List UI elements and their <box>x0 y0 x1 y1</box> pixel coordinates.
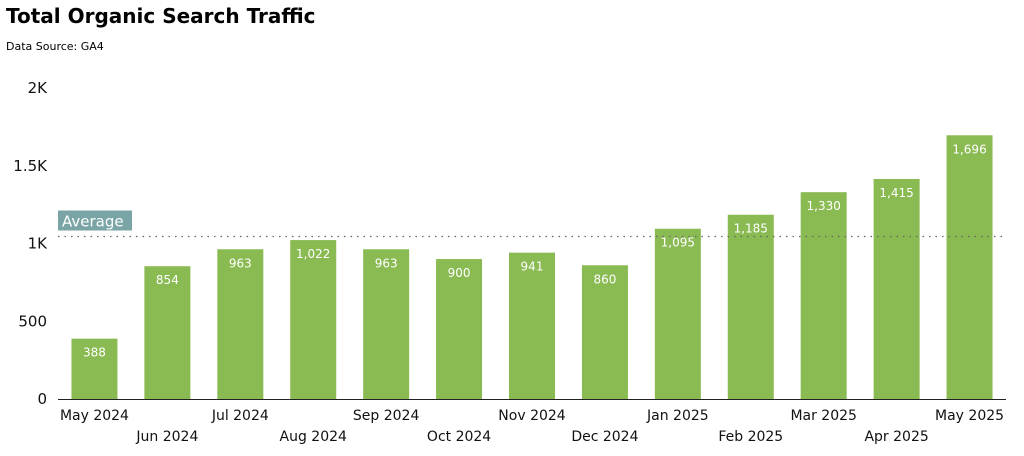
chart-title: Total Organic Search Traffic <box>6 4 316 28</box>
bar <box>363 249 410 399</box>
y-tick-label: 500 <box>18 312 47 330</box>
x-tick-label: Apr 2025 <box>864 429 928 445</box>
bar <box>727 214 774 399</box>
chart-subtitle: Data Source: GA4 <box>6 40 104 53</box>
x-tick-label: Sep 2024 <box>353 408 420 424</box>
x-tick-label: Feb 2025 <box>718 429 783 445</box>
x-tick-label: Jul 2024 <box>211 408 269 424</box>
x-tick-label: Mar 2025 <box>790 408 857 424</box>
bar <box>217 249 264 399</box>
x-tick-label: Jan 2025 <box>646 408 709 424</box>
bar-value-label: 963 <box>375 256 398 270</box>
bar-value-label: 860 <box>593 272 616 286</box>
average-label: Average <box>62 213 124 231</box>
bar-value-label: 1,330 <box>807 199 841 213</box>
bar-value-label: 1,022 <box>296 247 330 261</box>
x-tick-label: Dec 2024 <box>571 429 638 445</box>
bar <box>946 135 993 399</box>
average-group: Average <box>58 210 1006 238</box>
y-tick-label: 0 <box>37 390 47 408</box>
bar <box>144 266 191 399</box>
bar-value-label: 854 <box>156 273 179 287</box>
bar-value-label: 1,696 <box>952 142 986 156</box>
bar <box>436 259 483 399</box>
y-tick-label: 2K <box>28 79 49 97</box>
bar-value-label: 900 <box>448 266 471 280</box>
bar <box>873 178 920 399</box>
bar-value-label: 963 <box>229 256 252 270</box>
x-tick-label: Nov 2024 <box>498 408 565 424</box>
x-tick-label: May 2025 <box>935 408 1004 424</box>
bar <box>71 338 118 399</box>
bar-value-label: 1,415 <box>879 186 913 200</box>
bars: 388 854 963 1,022 963 900 941 860 1,095 1,185 1,33… <box>71 135 993 399</box>
average-badge <box>58 210 132 231</box>
x-tick-label: May 2024 <box>60 408 129 424</box>
bar-value-label: 941 <box>521 260 544 274</box>
bar-value-label: 1,095 <box>661 236 695 250</box>
y-tick-label: 1.5K <box>13 157 48 175</box>
bar-value-label: 1,185 <box>734 222 768 236</box>
x-tick-label: Oct 2024 <box>427 429 491 445</box>
x-axis-labels: May 2024 Jun 2024 Jul 2024 Aug 2024 Sep 2024… <box>60 408 1004 445</box>
x-tick-label: Jun 2024 <box>135 429 198 445</box>
bar <box>800 192 847 399</box>
y-tick-label: 1K <box>28 235 49 253</box>
x-tick-label: Aug 2024 <box>280 429 348 445</box>
bar-value-label: 388 <box>83 346 106 360</box>
bar <box>581 265 628 399</box>
bar <box>290 240 337 399</box>
bar <box>509 252 555 399</box>
bar <box>654 228 701 399</box>
y-axis: 0 500 1K 1.5K 2K <box>13 79 48 408</box>
